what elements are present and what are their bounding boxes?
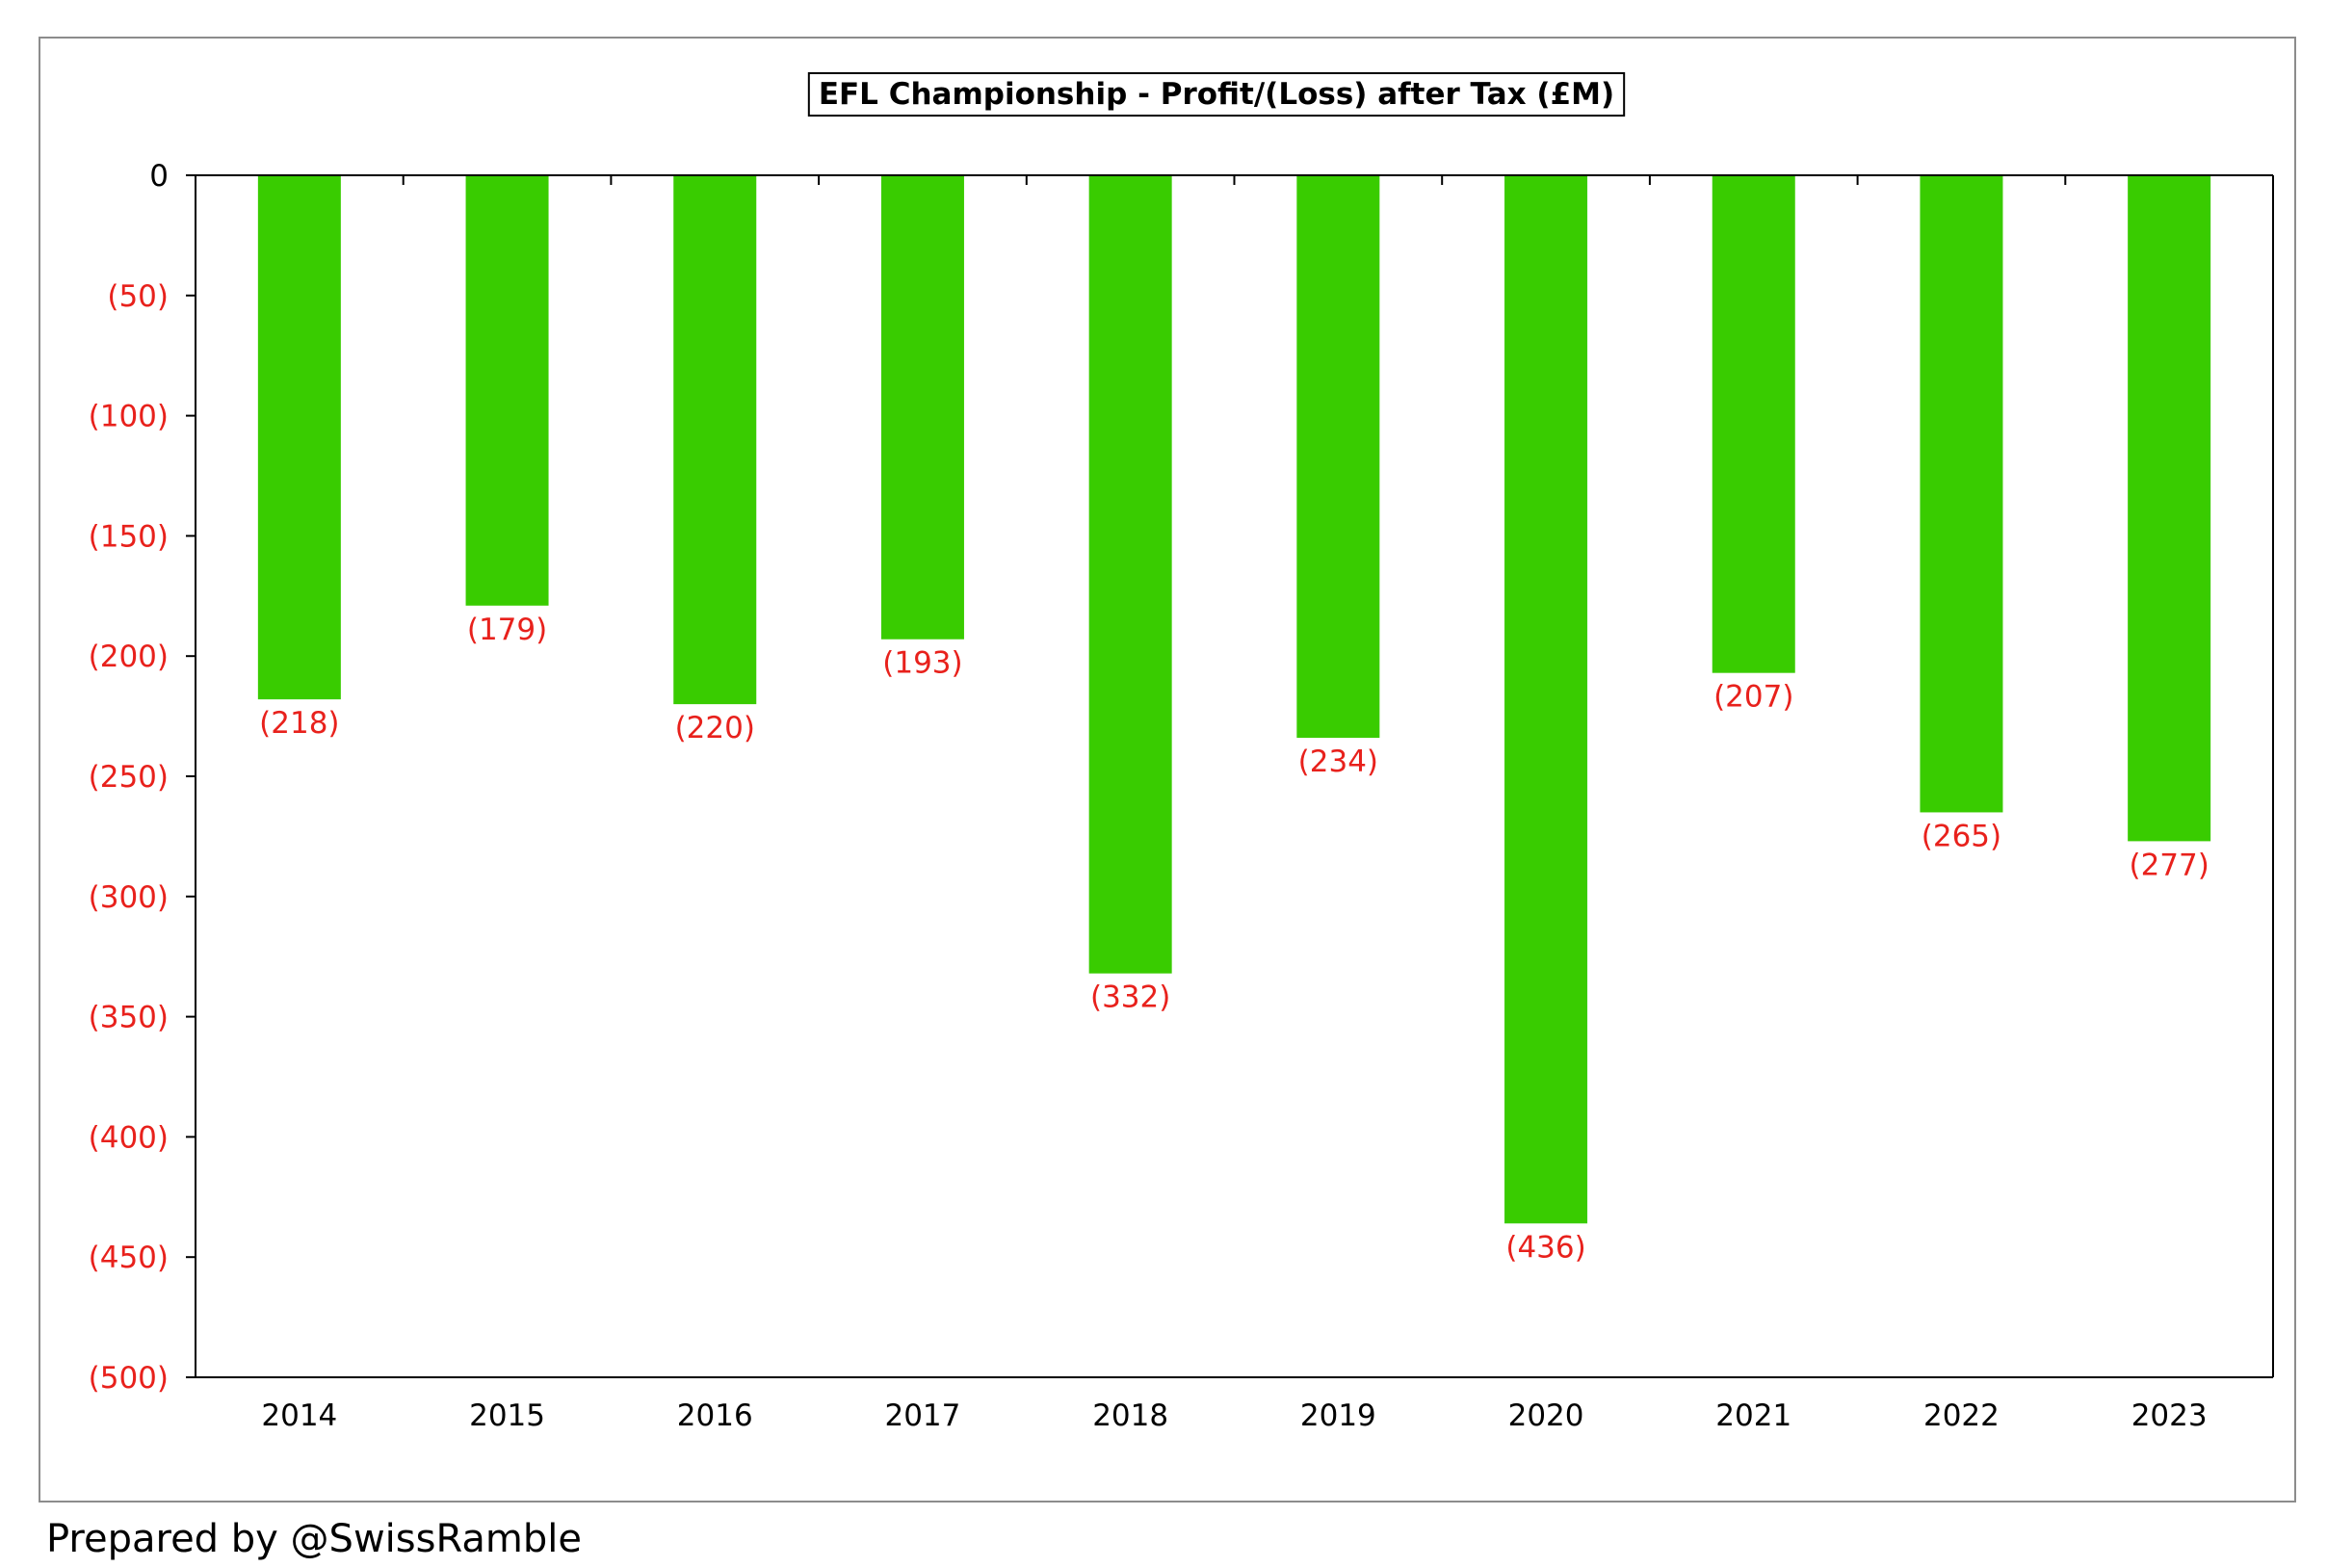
x-tick-label-2020: 2020 <box>1508 1398 1584 1433</box>
y-tick-label: (100) <box>89 400 169 434</box>
bar-2021 <box>1712 175 1795 673</box>
data-labels: (218) (179) (220) (193) (332) (234) (436) (207)… <box>259 613 2209 1265</box>
y-axis-ticks: 0 (50) (100) (150) (200) (250) (300) (350) (400)… <box>89 159 196 1396</box>
x-tick-label-2016: 2016 <box>677 1398 753 1433</box>
x-axis-ticks: 2014 2015 2016 2017 2018 2019 2020 2021 2022 2023 <box>261 175 2208 1433</box>
x-tick-label-2022: 2022 <box>1923 1398 2000 1433</box>
y-tick-label: (500) <box>89 1361 169 1396</box>
data-label-2014: (218) <box>259 706 339 741</box>
chart-title: EFL Championship - Profit/(Loss) after T… <box>819 77 1614 112</box>
y-tick-label: (300) <box>89 880 169 915</box>
bar-2015 <box>465 175 549 606</box>
data-label-2019: (234) <box>1298 745 1378 779</box>
chart-title-group: EFL Championship - Profit/(Loss) after T… <box>807 72 1626 117</box>
bar-2023 <box>2128 175 2211 842</box>
x-tick-label-2014: 2014 <box>261 1398 337 1433</box>
x-tick-label-2021: 2021 <box>1715 1398 1791 1433</box>
y-tick-label: (400) <box>89 1120 169 1155</box>
footer-credit: Prepared by @SwissRamble <box>46 1517 582 1561</box>
x-tick-label-2017: 2017 <box>884 1398 960 1433</box>
data-label-2018: (332) <box>1090 980 1170 1015</box>
bar-2022 <box>1920 175 2003 813</box>
data-label-2022: (265) <box>1922 819 2001 853</box>
data-label-2021: (207) <box>1713 680 1793 715</box>
y-tick-label: (350) <box>89 1001 169 1035</box>
bar-2019 <box>1296 175 1380 739</box>
bar-2018 <box>1088 175 1172 974</box>
bar-2014 <box>257 175 341 700</box>
y-tick-label: (150) <box>89 519 169 554</box>
y-tick-label: (200) <box>89 640 169 674</box>
x-tick-label-2018: 2018 <box>1092 1398 1168 1433</box>
data-label-2017: (193) <box>882 646 962 681</box>
x-tick-label-2023: 2023 <box>2131 1398 2208 1433</box>
data-label-2023: (277) <box>2129 848 2209 882</box>
y-tick-label: (50) <box>107 279 169 314</box>
y-tick-label: (450) <box>89 1241 169 1275</box>
data-label-2020: (436) <box>1505 1230 1585 1265</box>
bars-group <box>257 175 2211 1224</box>
bar-2020 <box>1504 175 1588 1224</box>
bar-2016 <box>673 175 757 705</box>
chart-title-box <box>807 72 1626 117</box>
bar-2017 <box>880 175 964 640</box>
x-tick-label-2015: 2015 <box>469 1398 545 1433</box>
data-label-2015: (179) <box>467 613 547 647</box>
y-tick-label: 0 <box>149 159 169 194</box>
x-tick-label-2019: 2019 <box>1300 1398 1376 1433</box>
y-tick-label: (250) <box>89 760 169 795</box>
data-label-2016: (220) <box>675 711 755 745</box>
